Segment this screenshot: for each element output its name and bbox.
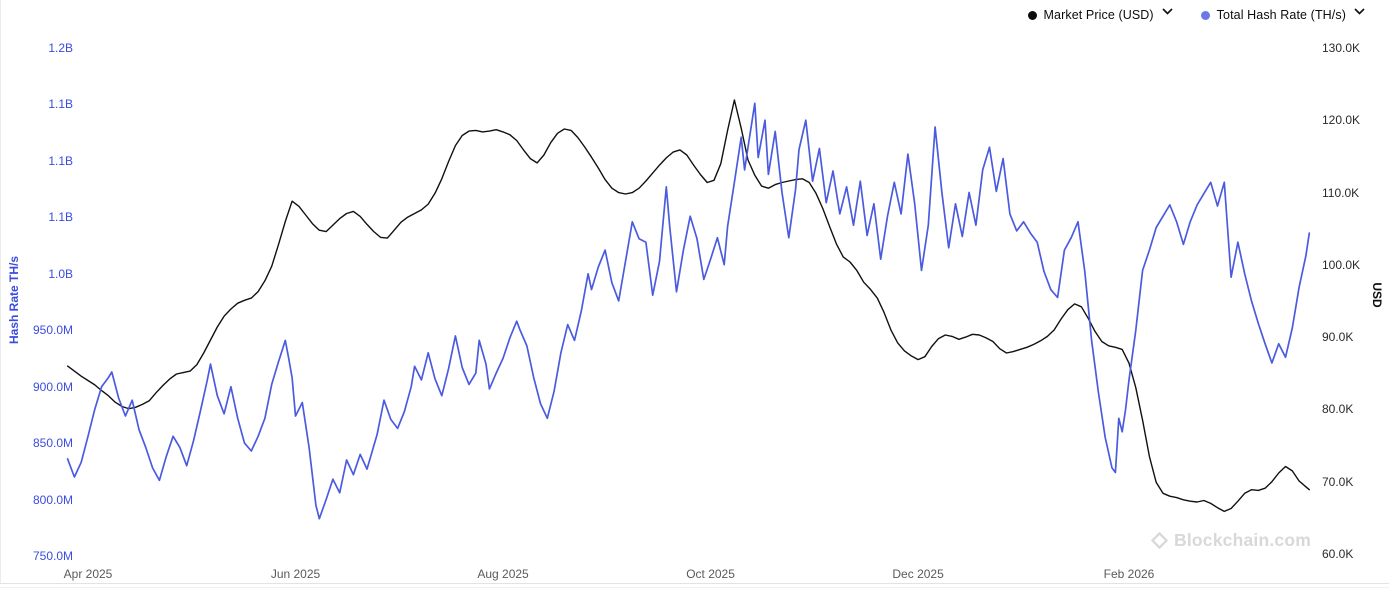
legend-item-market-price[interactable]: Market Price (USD): [1027, 7, 1173, 22]
chart-bottom-rule: [0, 583, 1389, 584]
chevron-down-icon[interactable]: [1162, 7, 1173, 15]
x-tick-label: Dec 2025: [892, 567, 944, 581]
left-tick-label: 1.1B: [48, 97, 73, 112]
x-axis-ticks: Apr 2025 Jun 2025 Aug 2025 Oct 2025 Dec 2025…: [0, 567, 1389, 583]
chart-left-border: [0, 0, 1, 583]
left-tick-label: 1.0B: [48, 266, 73, 281]
legend-item-hash-rate[interactable]: Total Hash Rate (TH/s): [1200, 7, 1365, 22]
left-tick-label: 850.0M: [32, 436, 73, 451]
hash-rate-dot-icon: [1200, 10, 1210, 20]
right-tick-label: 80.0K: [1322, 402, 1354, 417]
left-tick-label: 1.1B: [48, 153, 73, 168]
right-axis-title: USD: [1370, 282, 1384, 308]
market-price-dot-icon: [1027, 10, 1037, 20]
x-tick-label: Apr 2025: [63, 567, 113, 581]
left-tick-label: 950.0M: [32, 323, 73, 338]
hash-rate-line: [66, 102, 1311, 520]
left-tick-label: 750.0M: [32, 549, 73, 563]
section-divider: [0, 587, 1389, 588]
left-tick-label: 800.0M: [32, 492, 73, 507]
legend-label-market-price: Market Price (USD): [1043, 8, 1154, 22]
right-tick-label: 70.0K: [1322, 474, 1354, 489]
left-tick-label: 1.2B: [48, 41, 73, 55]
watermark-text: Blockchain.com: [1174, 530, 1312, 550]
x-tick-label: Feb 2026: [1103, 567, 1155, 581]
left-axis-ticks: 1.2B 1.1B 1.1B 1.1B 1.0B 950.0M 900.0M 850.0M 80…: [0, 0, 73, 600]
left-axis-title: Hash Rate TH/s: [7, 255, 21, 345]
watermark: Blockchain.com: [1151, 530, 1311, 551]
left-tick-label: 1.1B: [48, 210, 73, 225]
right-tick-label: 100.0K: [1322, 257, 1361, 272]
right-tick-label: 90.0K: [1322, 330, 1354, 345]
legend-label-hash-rate: Total Hash Rate (TH/s): [1216, 8, 1346, 22]
market-price-line: [66, 99, 1311, 513]
x-tick-label: Jun 2025: [270, 567, 321, 581]
chevron-down-icon[interactable]: [1354, 7, 1365, 15]
left-tick-label: 900.0M: [32, 379, 73, 394]
blockchain-logo-icon: [1151, 532, 1168, 549]
right-tick-label: 60.0K: [1322, 547, 1354, 561]
right-axis-ticks: 130.0K 120.0K 110.0K 100.0K 90.0K 80.0K 70.0K 6…: [1322, 0, 1388, 600]
x-tick-label: Aug 2025: [477, 567, 529, 581]
right-tick-label: 110.0K: [1322, 185, 1360, 200]
right-tick-label: 130.0K: [1322, 41, 1361, 55]
x-tick-label: Oct 2025: [686, 567, 735, 581]
chart-legend: Market Price (USD) Total Hash Rate (TH/s…: [1027, 7, 1365, 22]
right-tick-label: 120.0K: [1322, 113, 1361, 128]
